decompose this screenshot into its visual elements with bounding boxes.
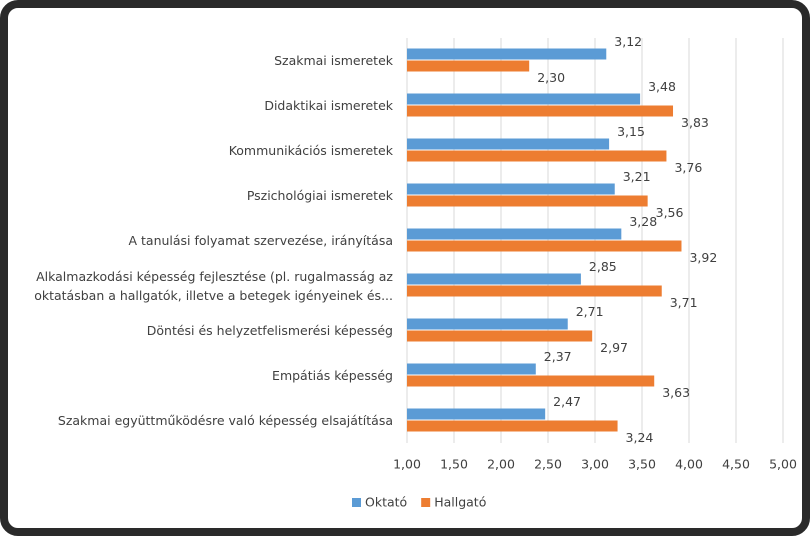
category-label: Pszichológiai ismeretek (246, 188, 393, 203)
category-label: Didaktikai ismeretek (264, 98, 393, 113)
x-tick-label: 5,00 (769, 457, 797, 472)
category-label: Szakmai ismeretek (274, 53, 393, 68)
data-label: 3,12 (614, 34, 642, 49)
category-label: Alkalmazkodási képesség fejlesztése (pl.… (34, 268, 393, 303)
data-label: 3,83 (681, 115, 709, 130)
x-tick-label: 2,50 (534, 457, 562, 472)
chart: 1,00 1,50 2,00 2,50 3,00 3,50 4,00 4,50 5,00 3,12… (352, 34, 797, 510)
bar (407, 420, 618, 432)
bar (407, 60, 530, 72)
category-label: Kommunikációs ismeretek (228, 143, 393, 158)
data-label: 2,30 (537, 70, 565, 85)
category-label: Empátiás képesség (272, 368, 393, 383)
data-label: 3,76 (674, 160, 702, 175)
category-label: Döntési és helyzetfelismerési képesség (146, 323, 393, 338)
category-label: Szakmai együttműködésre való képesség el… (57, 413, 393, 428)
bar (407, 273, 581, 285)
data-label: 3,21 (623, 169, 651, 184)
data-label: 2,47 (553, 394, 581, 409)
data-label: 3,28 (629, 214, 657, 229)
data-label: 3,24 (626, 430, 654, 445)
data-label: 3,63 (662, 385, 690, 400)
bar (407, 363, 536, 375)
legend-label: Oktató (365, 495, 407, 510)
data-label: 2,97 (600, 340, 628, 355)
bar (407, 150, 667, 162)
category-label: A tanulási folyamat szervezése, irányítá… (128, 233, 393, 248)
bar (407, 93, 641, 105)
data-label: 2,71 (576, 304, 604, 319)
x-tick-label: 3,00 (581, 457, 609, 472)
data-label: 3,71 (670, 295, 698, 310)
data-label: 3,92 (689, 250, 717, 265)
x-tick-label: 3,50 (628, 457, 656, 472)
bar (407, 195, 648, 207)
x-tick-label: 1,00 (393, 457, 421, 472)
legend-label: Hallgató (434, 495, 486, 510)
bar (407, 285, 662, 297)
x-tick-label: 4,00 (675, 457, 703, 472)
bar (407, 138, 610, 150)
legend-swatch (352, 498, 361, 507)
data-label: 2,37 (544, 349, 572, 364)
data-label: 3,48 (648, 79, 676, 94)
x-tick-label: 1,50 (440, 457, 468, 472)
bar (407, 375, 655, 387)
bar (407, 318, 568, 330)
bar (407, 228, 622, 240)
bar (407, 408, 546, 420)
bar (407, 105, 674, 117)
x-tick-label: 4,50 (722, 457, 750, 472)
x-tick-label: 2,00 (487, 457, 515, 472)
bar (407, 183, 615, 195)
bar (407, 48, 607, 60)
bar (407, 330, 593, 342)
data-label: 2,85 (589, 259, 617, 274)
legend-swatch (421, 498, 431, 507)
data-label: 3,15 (617, 124, 645, 139)
data-label: 3,56 (656, 205, 684, 220)
bar (407, 240, 682, 252)
